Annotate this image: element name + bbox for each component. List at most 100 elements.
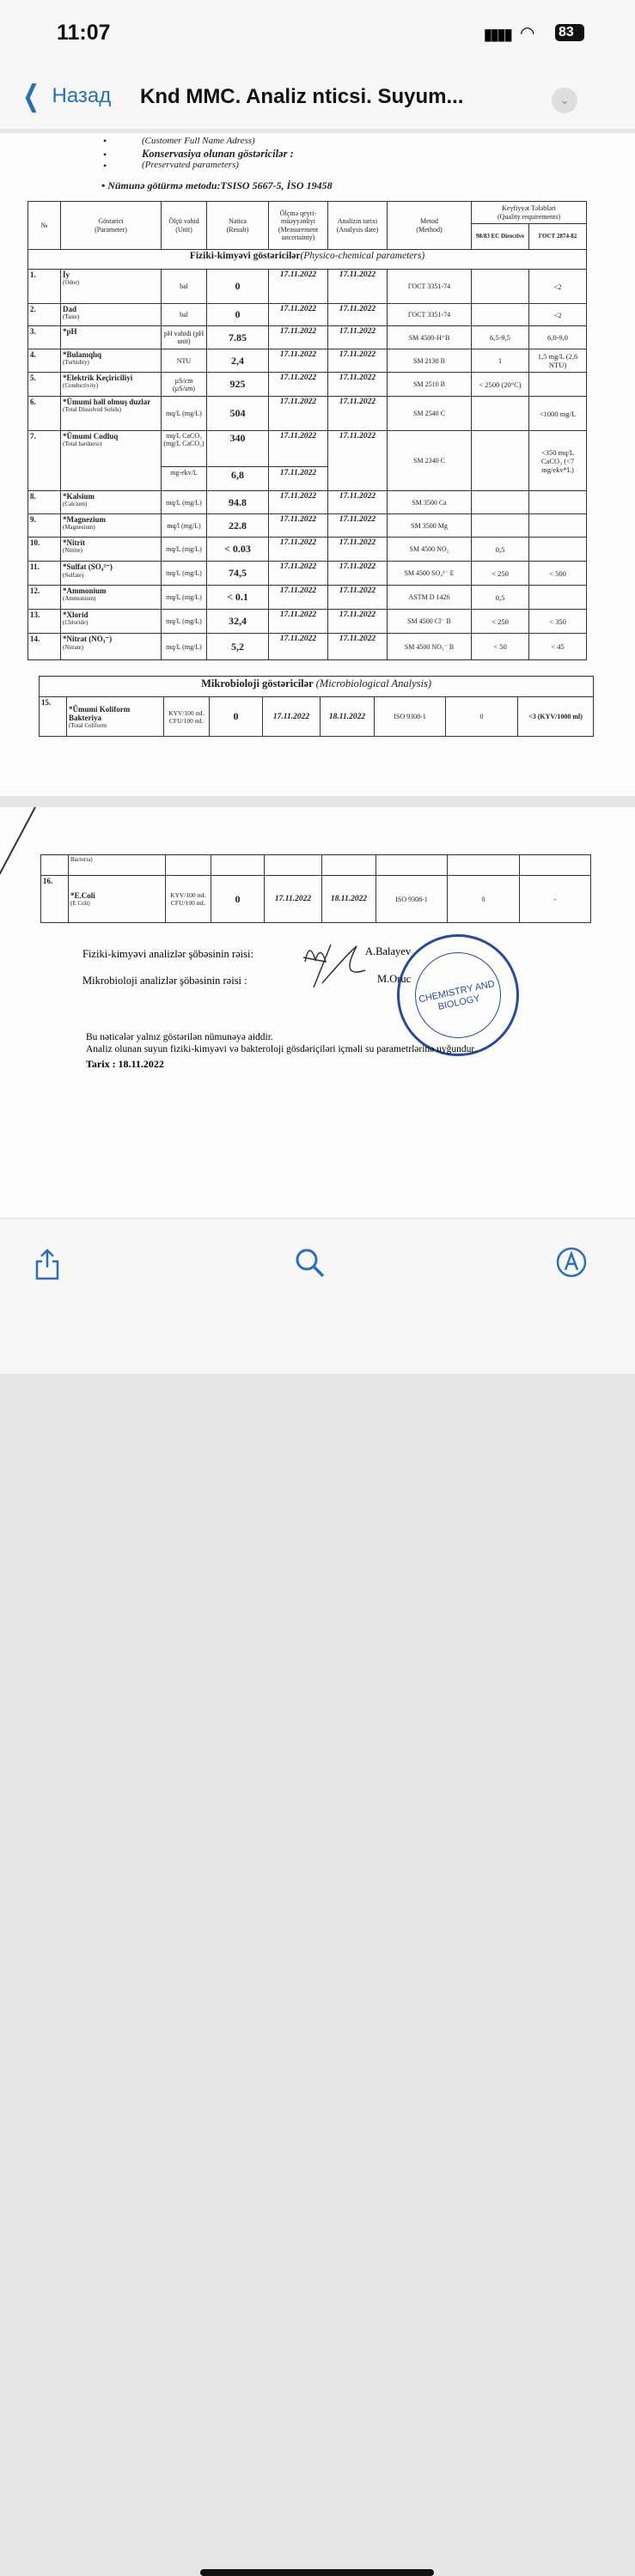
eu-requirement-cell: < 250 bbox=[471, 609, 529, 634]
sampling-method: • Nümunə götürmə metodu:TSISO 5667-5, İS… bbox=[101, 179, 333, 191]
table-row: 11. *Sulfat (SO₄²⁻) (Sulfate) mq/L (mg/L) 74… bbox=[27, 561, 587, 586]
eu-requirement-cell: 0 bbox=[445, 696, 518, 737]
search-icon[interactable] bbox=[295, 1248, 326, 1279]
parameter-name: *Nitrit (Nitrite) bbox=[60, 537, 162, 562]
uncert-value: 17.11.2022 bbox=[269, 466, 327, 477]
parameter-en: (Sulfate) bbox=[63, 572, 84, 579]
uncert-cell: 17.11.2022 bbox=[268, 633, 328, 660]
unit-cell: mq/L CaCO₃ (mg/L CaCO₃) mg-ekv/L bbox=[161, 430, 207, 491]
parameter-az: *Elektrik Keçiriciliyi bbox=[63, 374, 133, 382]
row-number: 11. bbox=[27, 561, 61, 586]
gost-requirement-cell: <3 (KYV/1000 ml) bbox=[516, 696, 595, 737]
method-cell: SM 2340 C bbox=[387, 430, 472, 491]
gost-requirement-cell: < 45 bbox=[528, 633, 587, 660]
parameter-name: *Sulfat (SO₄²⁻) (Sulfate) bbox=[60, 561, 162, 586]
gost-requirement-cell bbox=[528, 513, 587, 538]
uncert-cell: 17.11.2022 bbox=[268, 585, 328, 610]
uncert-cell: 17.11.2022 bbox=[268, 372, 328, 397]
parameter-az: *Bulanıqlıq bbox=[63, 350, 102, 359]
row-number: 9. bbox=[27, 513, 61, 538]
empty-cell bbox=[264, 854, 322, 876]
method-cell: SM 4500 SO₄²⁻ E bbox=[387, 561, 472, 586]
row-number: 1. bbox=[27, 269, 61, 304]
clock: 11:07 bbox=[57, 21, 111, 45]
analysis-date-cell: 17.11.2022 bbox=[327, 325, 388, 349]
table-row: 9. *Magnezium (Magnesium) mq/l (mg/L) 22.8 17… bbox=[27, 513, 587, 538]
result-cell: 22.8 bbox=[206, 513, 269, 538]
analysis-date-cell: 17.11.2022 bbox=[327, 269, 388, 304]
uncertainty-cell: 17.11.2022 bbox=[262, 696, 321, 737]
analysis-date-cell: 18.11.2022 bbox=[321, 875, 376, 923]
method-cell: SM 2540 C bbox=[387, 396, 472, 431]
parameter-name: Bacteria) bbox=[68, 854, 166, 876]
parameter-az: *Ümumi həll olmuş duzlar bbox=[63, 398, 151, 406]
result-value: 340 bbox=[229, 432, 246, 444]
table-row: 12. *Ammonium (Ammonium) mq/L (mg/L) < 0.1 17… bbox=[27, 585, 587, 610]
parameter-name: *Elektrik Keçiriciliyi (Conductivity) bbox=[60, 372, 162, 397]
result-cell: 0 bbox=[206, 303, 269, 326]
pen-mark bbox=[0, 806, 36, 876]
eu-requirement-cell bbox=[471, 396, 529, 431]
back-button[interactable]: ❮ Назад bbox=[19, 82, 111, 111]
analysis-date-cell: 17.11.2022 bbox=[327, 537, 388, 562]
parameter-az: İy bbox=[63, 270, 70, 279]
customer-label-en: (Customer Full Name Adress) bbox=[142, 136, 255, 146]
parameter-name: *Ümumi həll olmuş duzlar (Total Dissolved… bbox=[60, 396, 162, 431]
unit-value: mq/L CaCO₃ (mg/L CaCO₃) bbox=[163, 432, 205, 447]
gost-requirement-cell: <350 mq/L CaCO₃ (<7 mg/ekv*L) bbox=[528, 430, 587, 491]
parameter-en: (Odor) bbox=[63, 279, 80, 286]
document-page-1: • (Customer Full Name Adress) • Konservasi… bbox=[0, 133, 635, 796]
table-row: 3. *pH pH vahidi (pH unit) 7.85 17.11.2022 17… bbox=[27, 325, 587, 349]
parameter-az: *Ümumi Koliform Bakteriya bbox=[69, 704, 131, 722]
empty-cell bbox=[447, 854, 520, 876]
row-number: 7. bbox=[27, 430, 61, 491]
share-icon[interactable] bbox=[33, 1247, 62, 1281]
status-bar: 11:07 ▮▮▮▮ ◠ 83 ❮ Назад Knd MMC. Analiz n… bbox=[0, 0, 635, 129]
uncert-cell: 17.11.2022 bbox=[268, 561, 328, 586]
markup-icon[interactable] bbox=[555, 1246, 588, 1279]
method-cell: ASTM D 1426 bbox=[387, 585, 472, 610]
gost-requirement-cell: < 350 bbox=[528, 609, 587, 634]
gost-requirement-cell: <2 bbox=[528, 269, 587, 304]
parameter-az: *Nitrat (NO₃⁻) bbox=[63, 635, 113, 643]
home-indicator[interactable] bbox=[200, 2569, 434, 2576]
analysis-date-cell: 17.11.2022 bbox=[327, 430, 388, 491]
table-row: 1. İy (Odor) bal 0 17.11.2022 17.11.2022 ГОСТ 3… bbox=[27, 269, 587, 304]
analysis-date-cell: 17.11.2022 bbox=[327, 396, 388, 431]
row-number: 15. bbox=[39, 696, 67, 737]
method-cell: ISO 9308-1 bbox=[376, 875, 448, 923]
row-number: 16. bbox=[40, 875, 69, 923]
analysis-date-cell: 17.11.2022 bbox=[327, 303, 388, 326]
parameter-name: *Bulanıqlıq (Turbidity) bbox=[60, 349, 162, 373]
title-menu-chevron-icon[interactable]: ⌄ bbox=[552, 88, 577, 113]
result-cell: 0 bbox=[206, 269, 269, 304]
empty-cell bbox=[519, 854, 591, 876]
eu-requirement-cell: < 50 bbox=[471, 633, 529, 660]
parameter-name: Dad (Taste) bbox=[60, 303, 162, 326]
unit-cell: mq/L (mg/L) bbox=[161, 561, 207, 586]
parameter-name: *Ümumi Codluq (Total hardness) bbox=[60, 430, 162, 491]
unit-cell: mq/L (mg/L) bbox=[161, 585, 207, 610]
empty-cell bbox=[211, 854, 265, 876]
microbiological-table-continued: Bacteria) 16. *E.Coli (E Coli) KYV/100 mL CF… bbox=[40, 854, 591, 923]
method-cell: SM 3500 Mg bbox=[387, 513, 472, 538]
result-cell: 2,4 bbox=[206, 349, 269, 373]
uncert-cell: 17.11.2022 bbox=[268, 490, 328, 514]
cellular-signal-icon: ▮▮▮▮ bbox=[484, 26, 513, 43]
result-cell: 5,2 bbox=[206, 633, 269, 660]
uncert-cell: 17.11.2022 bbox=[268, 269, 328, 304]
eu-requirement-cell bbox=[471, 269, 529, 304]
back-label: Назад bbox=[52, 84, 112, 107]
parameter-en: (Nitrite) bbox=[63, 547, 82, 554]
header-method: Metod (Method) bbox=[387, 201, 472, 250]
row-number: 2. bbox=[27, 303, 61, 326]
table-row: 6. *Ümumi həll olmuş duzlar (Total Dissolv… bbox=[27, 396, 587, 431]
parameter-name: *pH bbox=[60, 325, 162, 349]
report-date: Tarix : 18.11.2022 bbox=[86, 1058, 164, 1070]
sign2-label: Mikrobioloji analizlər şöbəsinin rəisi : bbox=[82, 975, 247, 987]
row-number: 5. bbox=[27, 372, 61, 397]
uncert-cell: 17.11.2022 bbox=[268, 513, 328, 538]
document-title[interactable]: Knd MMC. Analiz nticsi. Suyum... bbox=[140, 85, 464, 108]
result-cell: 504 bbox=[206, 396, 269, 431]
gost-requirement-cell bbox=[528, 537, 587, 562]
